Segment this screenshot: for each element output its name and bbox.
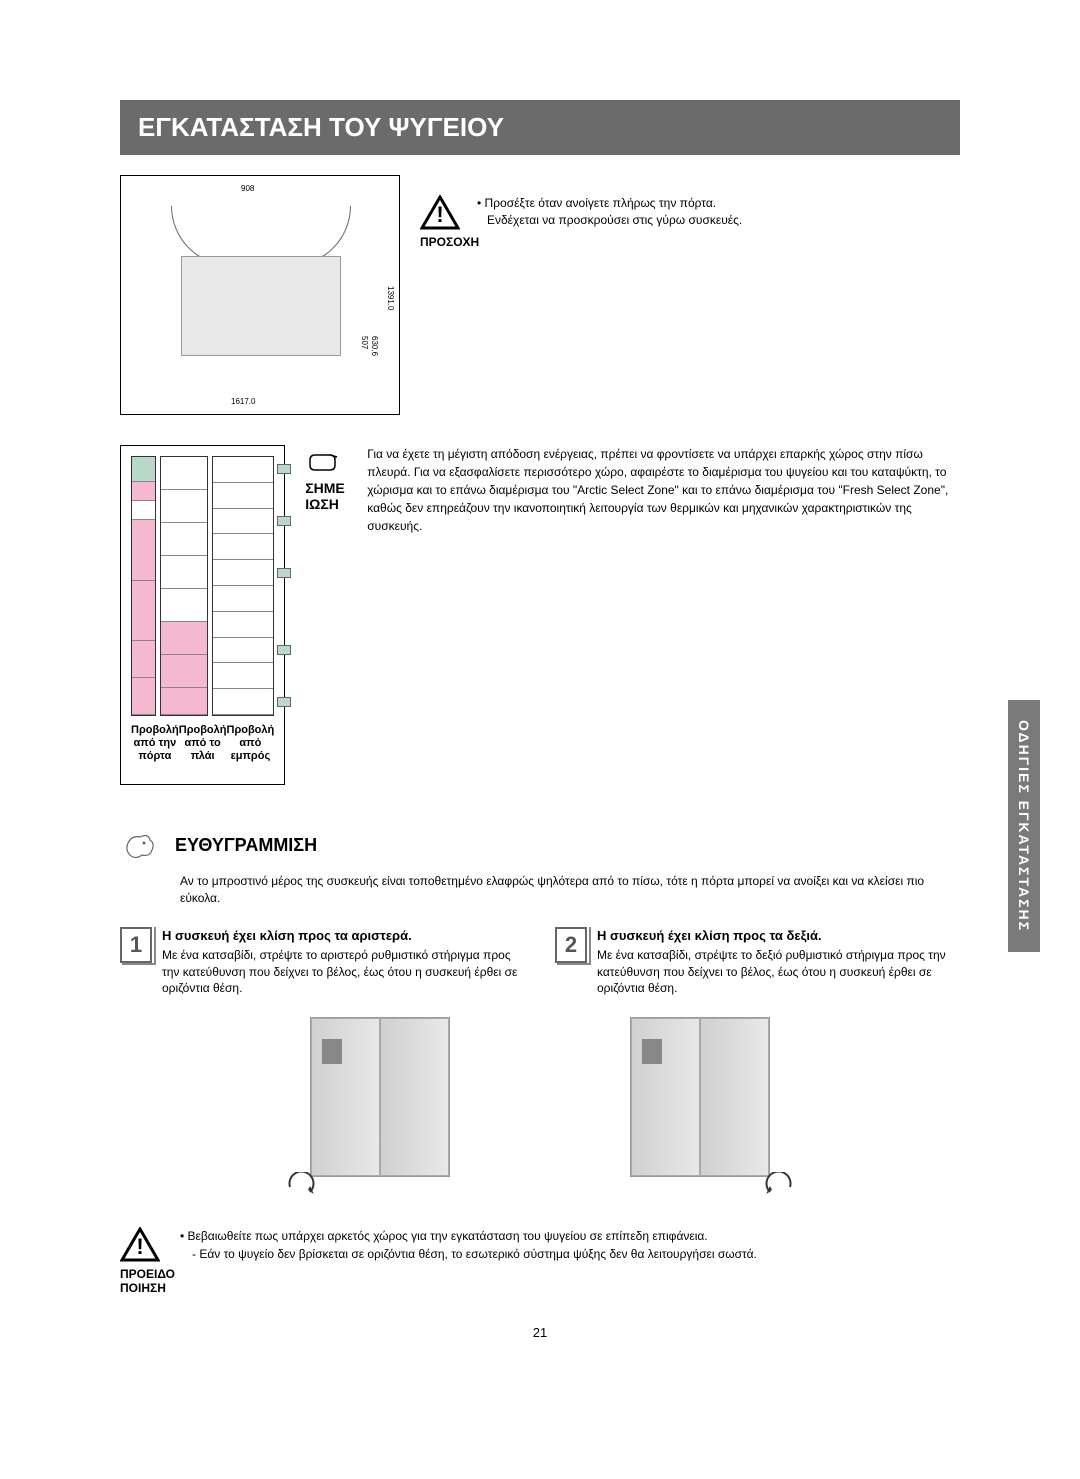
side-tab: ΟΔΗΓΙΕΣ ΕΓΚΑΤΑΣΤΑΣΗΣ	[1008, 700, 1040, 952]
bottom-warning: ! ΠΡΟΕΙΔΟ ΠΟΙΗΣΗ • Βεβαιωθείτε πως υπάρχ…	[120, 1227, 960, 1295]
step-2-title: Η συσκευή έχει κλίση προς τα δεξιά.	[597, 927, 960, 945]
step-1-title: Η συσκευή έχει κλίση προς τα αριστερά.	[162, 927, 525, 945]
interior-diagram: Προβολή από την πόρτα Προβολή από το πλά…	[120, 445, 285, 785]
top-view-diagram: 908 1391.0 507 630.6 1617.0	[120, 175, 400, 415]
step-2-text: Με ένα κατσαβίδι, στρέψτε το δεξιό ρυθμι…	[597, 947, 960, 997]
note-label: ΣΗΜΕ ΙΩΣΗ	[305, 480, 355, 512]
step-1-text: Με ένα κατσαβίδι, στρέψτε το αριστερό ρυ…	[162, 947, 525, 997]
caution-line1: Προσέξτε όταν ανοίγετε πλήρως την πόρτα.	[485, 196, 717, 210]
note-text: Για να έχετε τη μέγιστη απόδοση ενέργεια…	[367, 445, 960, 535]
page-title: ΕΓΚΑΤΑΣΤΑΣΗ ΤΟΥ ΨΥΓΕΙΟΥ	[120, 100, 960, 155]
level-diagram-left	[250, 1017, 510, 1197]
dim-width-top: 908	[241, 184, 254, 193]
note-block: ΣΗΜΕ ΙΩΣΗ Για να έχετε τη μέγιστη απόδοσ…	[305, 445, 960, 785]
view-label-front: Προβολή από εμπρός	[227, 724, 275, 764]
dim-height: 1391.0	[386, 286, 395, 310]
squirrel-icon	[120, 825, 160, 865]
caution-label: ΠΡΟΣΟΧΗ	[420, 235, 465, 249]
dim-depth2: 630.6	[370, 336, 379, 356]
step-2: 2 Η συσκευή έχει κλίση προς τα δεξιά. Με…	[555, 927, 960, 998]
dim-width-open: 1617.0	[231, 397, 255, 406]
caution-block: ! ΠΡΟΣΟΧΗ • Προσέξτε όταν ανοίγετε πλήρω…	[420, 195, 742, 415]
view-label-door: Προβολή από την πόρτα	[131, 724, 179, 764]
leveling-intro: Αν το μπροστινό μέρος της συσκευής είναι…	[180, 873, 960, 907]
warning-bullet: • Βεβαιωθείτε πως υπάρχει αρκετός χώρος …	[180, 1227, 757, 1245]
caution-bullet: •	[477, 196, 485, 210]
svg-text:!: !	[136, 1234, 143, 1259]
dim-depth1: 507	[360, 336, 369, 349]
warning-icon: !	[420, 195, 460, 230]
caution-line2: Ενδέχεται να προσκρούσει στις γύρω συσκε…	[487, 213, 742, 227]
level-diagram-right	[570, 1017, 830, 1197]
warning-sub: - Εάν το ψυγείο δεν βρίσκεται σε οριζόντ…	[192, 1245, 757, 1263]
warning-label: ΠΡΟΕΙΔΟ ΠΟΙΗΣΗ	[120, 1267, 165, 1295]
pointing-hand-icon	[305, 445, 340, 475]
page-number: 21	[120, 1325, 960, 1340]
warning-icon: !	[120, 1227, 160, 1262]
leveling-title: ΕΥΘΥΓΡΑΜΜΙΣΗ	[175, 835, 317, 856]
step-1-number: 1	[120, 927, 152, 963]
view-label-side: Προβολή από το πλάι	[179, 724, 227, 764]
step-2-number: 2	[555, 927, 587, 963]
svg-text:!: !	[436, 202, 443, 227]
step-1: 1 Η συσκευή έχει κλίση προς τα αριστερά.…	[120, 927, 525, 998]
